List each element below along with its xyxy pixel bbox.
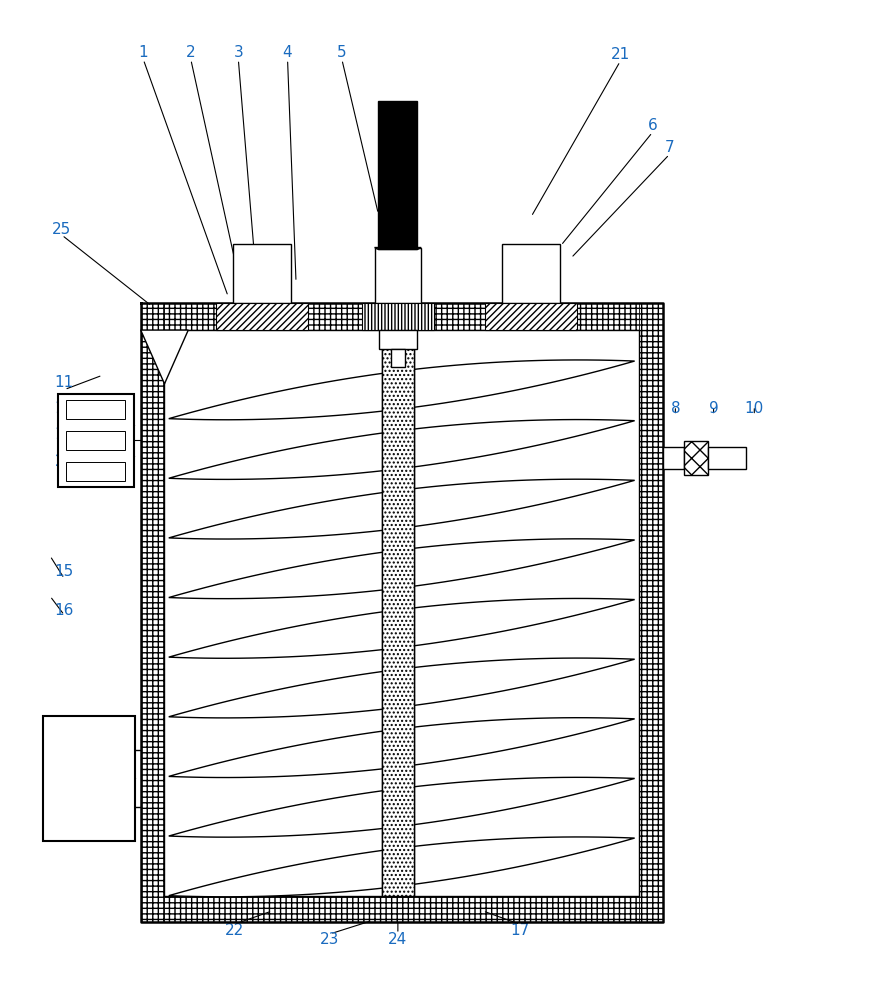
Bar: [382, 330, 414, 896]
Bar: [141, 896, 663, 922]
Text: 4: 4: [283, 45, 293, 60]
Bar: [66, 431, 126, 450]
Polygon shape: [169, 479, 635, 539]
Bar: [141, 303, 164, 922]
Text: 25: 25: [52, 222, 72, 237]
Bar: [66, 462, 126, 481]
Bar: [233, 244, 291, 303]
Text: 11: 11: [55, 375, 74, 390]
Text: 17: 17: [510, 923, 530, 938]
Polygon shape: [169, 539, 635, 599]
Polygon shape: [169, 360, 635, 420]
Text: 3: 3: [233, 45, 243, 60]
Bar: [378, 330, 417, 349]
Bar: [382, 330, 414, 896]
Text: 6: 6: [648, 118, 658, 133]
Bar: [663, 447, 684, 469]
Bar: [378, 101, 417, 249]
Bar: [391, 349, 405, 367]
Polygon shape: [169, 658, 635, 718]
Polygon shape: [169, 420, 635, 479]
Text: 23: 23: [320, 932, 339, 947]
Bar: [43, 716, 134, 841]
Polygon shape: [141, 330, 188, 384]
Bar: [164, 330, 639, 896]
Bar: [57, 394, 134, 487]
Bar: [141, 303, 663, 330]
Bar: [66, 400, 126, 419]
Text: 7: 7: [665, 140, 674, 155]
Polygon shape: [169, 777, 635, 837]
Text: 18: 18: [55, 401, 74, 416]
Polygon shape: [169, 837, 635, 897]
Polygon shape: [375, 248, 421, 249]
Bar: [502, 244, 560, 303]
Polygon shape: [169, 598, 635, 658]
Text: 19: 19: [55, 427, 74, 442]
Text: 16: 16: [55, 603, 74, 618]
Bar: [375, 248, 421, 303]
Text: 22: 22: [225, 923, 244, 938]
Text: 8: 8: [671, 401, 680, 416]
Text: 15: 15: [55, 564, 74, 580]
Bar: [217, 303, 308, 330]
Text: 10: 10: [744, 401, 764, 416]
Bar: [362, 303, 434, 330]
Text: 2: 2: [186, 45, 195, 60]
Bar: [639, 303, 663, 922]
Bar: [485, 303, 577, 330]
Text: 1: 1: [139, 45, 149, 60]
Text: 5: 5: [337, 45, 347, 60]
Text: 9: 9: [709, 401, 719, 416]
Bar: [684, 441, 707, 475]
Text: 24: 24: [388, 932, 408, 947]
Text: 21: 21: [611, 47, 629, 62]
Text: 20: 20: [55, 454, 74, 469]
Bar: [707, 447, 746, 469]
Polygon shape: [169, 718, 635, 778]
